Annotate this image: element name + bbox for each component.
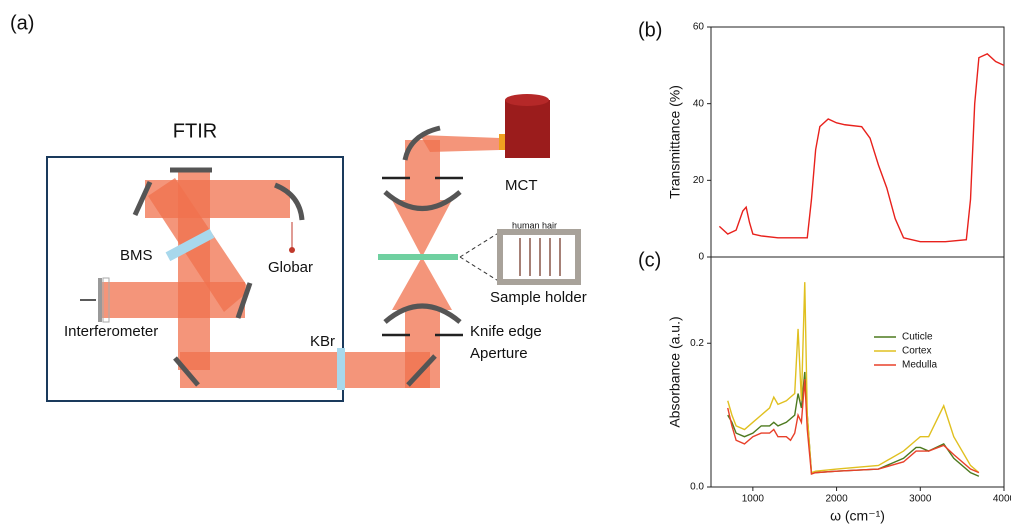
beam <box>178 172 210 370</box>
x-tick-label: 4000 <box>993 494 1011 505</box>
line <box>728 372 979 476</box>
y-tick-label: 20 <box>693 175 705 186</box>
zoom-line <box>460 232 500 257</box>
plot-frame <box>711 257 1004 487</box>
label: FTIR <box>173 120 217 142</box>
panel-label: (b) <box>638 19 662 41</box>
legend-label: Medulla <box>902 360 937 371</box>
panel-label: (c) <box>638 249 661 271</box>
x-tick-label: 3000 <box>909 494 932 505</box>
sample-holder <box>500 232 578 282</box>
y-tick-label: 0.2 <box>690 338 704 349</box>
label: Aperture <box>470 345 528 362</box>
sample-plane <box>378 254 458 260</box>
legend-label: Cuticle <box>902 332 933 343</box>
y-tick-label: 40 <box>693 98 705 109</box>
label: Knife edge <box>470 323 542 340</box>
legend-label: Cortex <box>902 346 931 357</box>
x-tick-label: 1000 <box>742 494 765 505</box>
mct-detector <box>505 100 550 158</box>
label: BMS <box>120 247 153 264</box>
plot-frame <box>711 27 1004 257</box>
beam <box>405 310 440 388</box>
label: Globar <box>268 259 313 276</box>
line <box>719 54 1004 242</box>
label: Sample holder <box>490 289 587 306</box>
y-tick-label: 0 <box>698 252 704 263</box>
beam <box>420 135 500 152</box>
x-axis-label: ω (cm⁻¹) <box>830 508 885 524</box>
beam-cone <box>392 257 452 310</box>
panel-label: (a) <box>10 12 34 34</box>
mct-top <box>505 94 549 106</box>
figure: (a) <box>0 0 1011 527</box>
y-axis-label: Transmittance (%) <box>667 85 683 199</box>
label: KBr <box>310 333 335 350</box>
line <box>728 379 979 474</box>
hairs <box>520 238 560 276</box>
kbr-window <box>337 348 345 390</box>
y-tick-label: 60 <box>693 22 705 33</box>
y-axis-label: Absorbance (a.u.) <box>667 316 683 427</box>
label: Interferometer <box>64 323 158 340</box>
zoom-line <box>460 257 500 282</box>
diagram: (a) <box>10 12 587 401</box>
beam <box>100 282 245 318</box>
label: MCT <box>505 177 538 194</box>
beam <box>180 352 430 388</box>
label: human hair <box>512 220 557 230</box>
y-tick-label: 0.0 <box>690 482 704 493</box>
line <box>728 282 979 472</box>
x-tick-label: 2000 <box>825 494 848 505</box>
mct-window <box>499 134 505 150</box>
